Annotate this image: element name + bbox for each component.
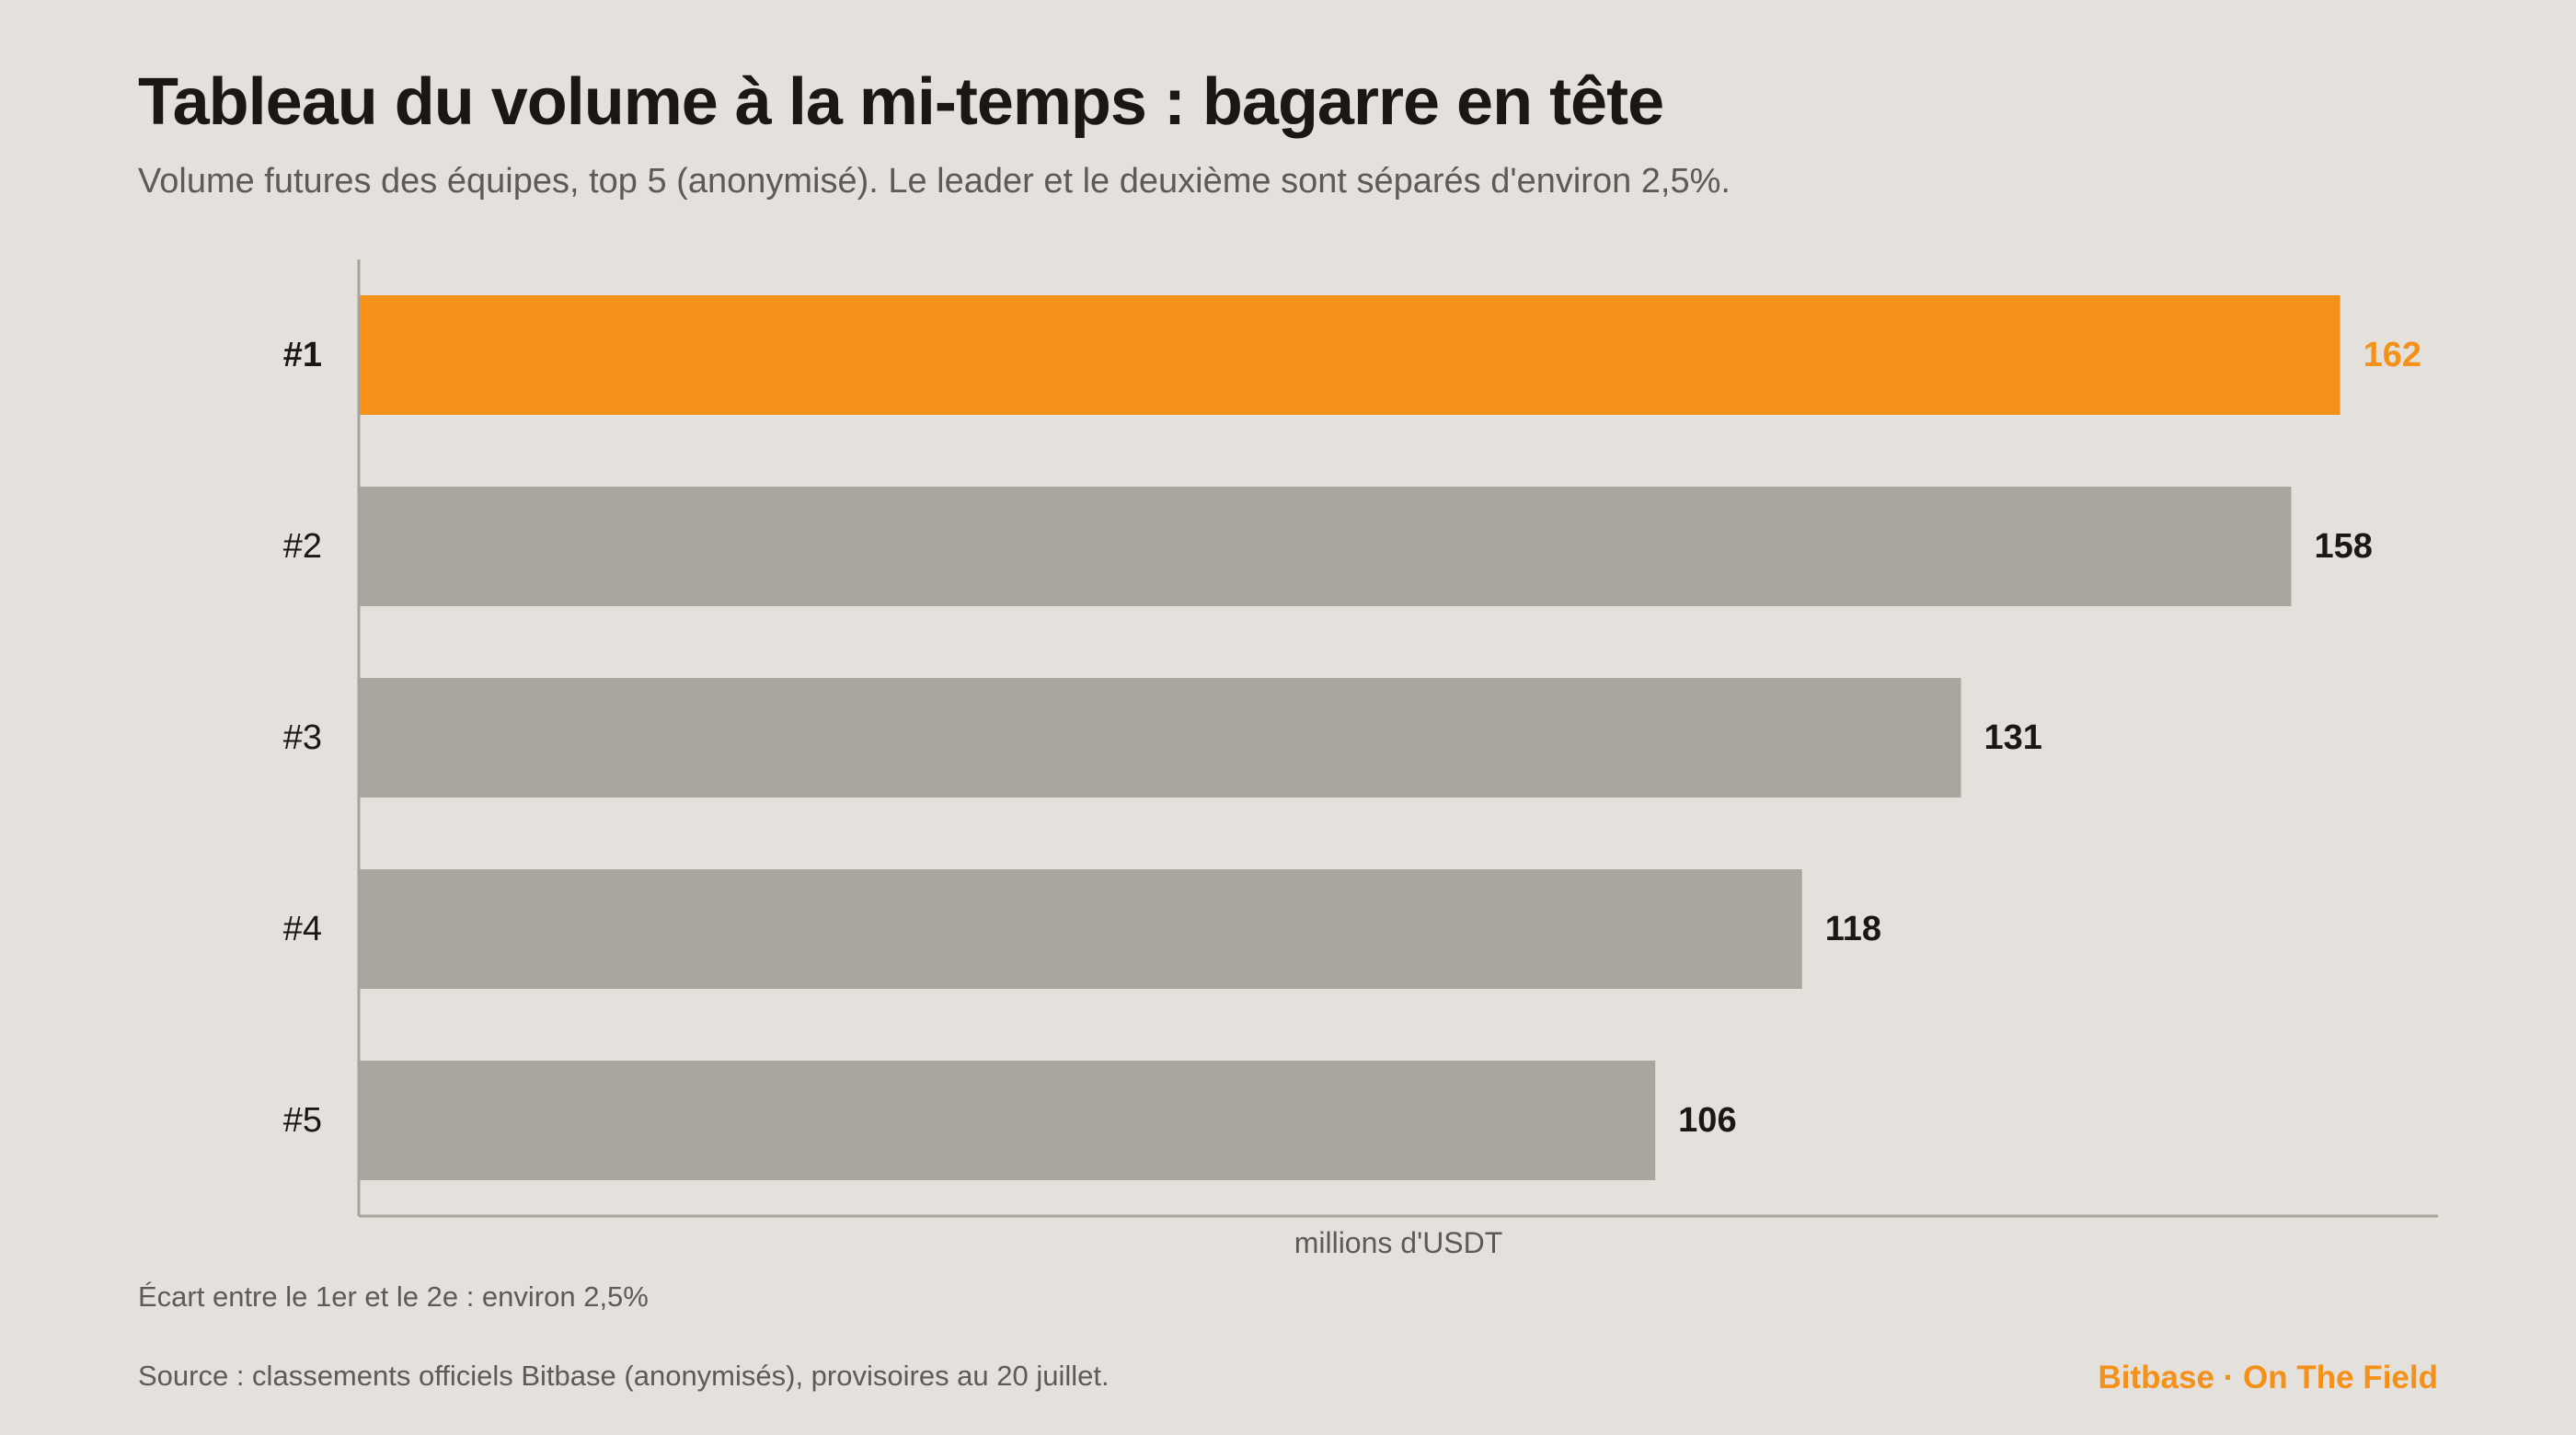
bars-layer: #1 162 #2 158 #3 131 #4 118 #5 106 bbox=[283, 295, 2421, 1180]
value-label-3: 131 bbox=[1984, 718, 2042, 757]
bar-1 bbox=[359, 295, 2340, 415]
source-note: Source : classements officiels Bitbase (… bbox=[138, 1360, 1110, 1392]
bar-5 bbox=[359, 1061, 1656, 1180]
chart-title: Tableau du volume à la mi-temps : bagarr… bbox=[138, 65, 1664, 139]
category-label-1: #1 bbox=[283, 336, 322, 374]
gap-note: Écart entre le 1er et le 2e : environ 2,… bbox=[138, 1280, 649, 1313]
value-label-5: 106 bbox=[1678, 1101, 1736, 1140]
value-label-1: 162 bbox=[2363, 336, 2421, 374]
brand-label: Bitbase · On The Field bbox=[2098, 1360, 2438, 1395]
category-label-5: #5 bbox=[283, 1101, 322, 1140]
bar-3 bbox=[359, 678, 1961, 798]
bar-4 bbox=[359, 869, 1802, 989]
value-label-4: 118 bbox=[1825, 910, 1881, 948]
chart-subtitle: Volume futures des équipes, top 5 (anony… bbox=[138, 162, 1731, 201]
bar-chart: #1 162 #2 158 #3 131 #4 118 #5 106 millions d'USD… bbox=[283, 259, 2438, 1259]
category-label-2: #2 bbox=[283, 527, 322, 566]
value-label-2: 158 bbox=[2314, 527, 2372, 566]
category-label-3: #3 bbox=[283, 718, 322, 757]
x-axis-label: millions d'USDT bbox=[1294, 1226, 1503, 1259]
bar-2 bbox=[359, 487, 2292, 606]
category-label-4: #4 bbox=[283, 910, 322, 948]
